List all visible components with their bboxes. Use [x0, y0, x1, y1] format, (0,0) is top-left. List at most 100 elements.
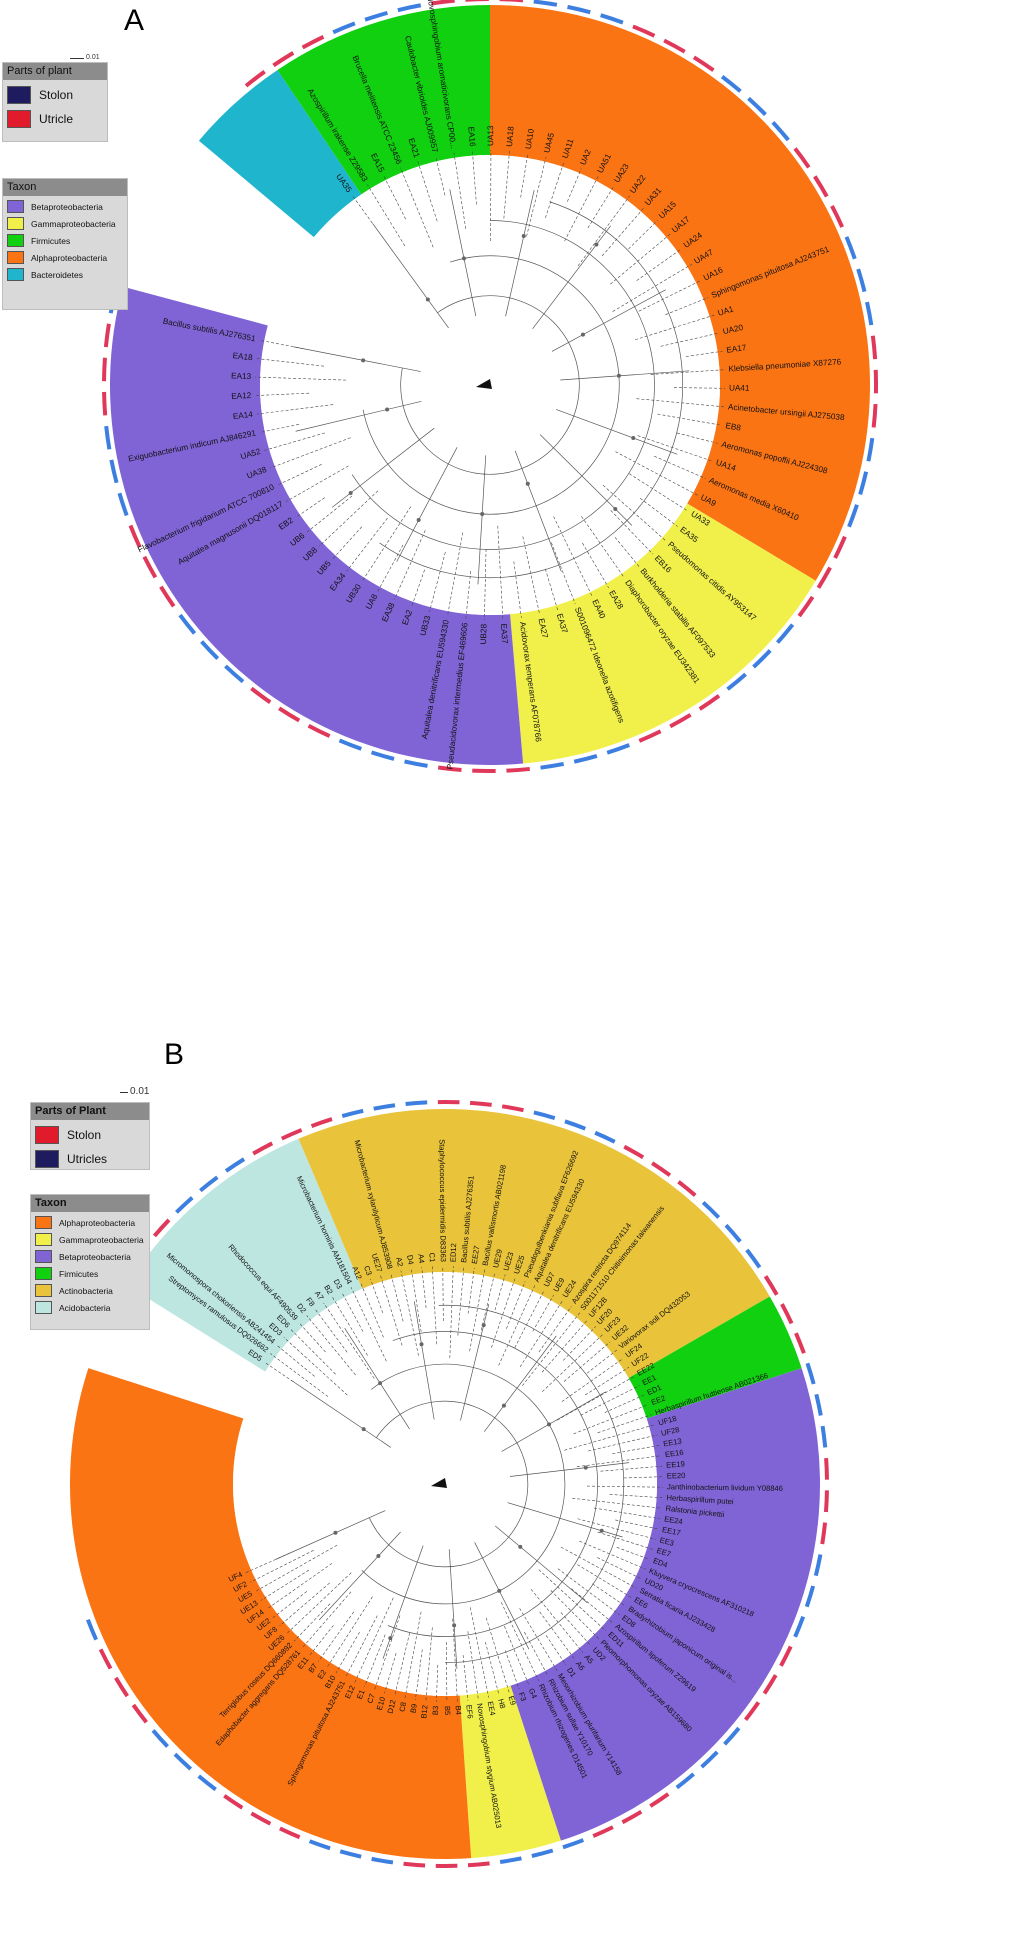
leaf-branch	[579, 1540, 646, 1570]
leaf-branch	[335, 1631, 360, 1673]
leaf-branch	[318, 1611, 355, 1662]
leaf-branch	[576, 1455, 662, 1468]
legend-item: Gammaproteobacteria	[7, 217, 123, 230]
leaf-branch	[410, 1268, 422, 1332]
panel-a-letter: A	[124, 4, 145, 37]
leaf-label: G4	[527, 1687, 539, 1700]
clade-firmicutes	[628, 1296, 802, 1419]
leaf-label: EE24	[664, 1514, 684, 1526]
legend-item: Betaproteobacteria	[7, 200, 123, 213]
ring-segment	[431, 0, 455, 6]
leaf-branch	[560, 1546, 637, 1589]
node-dot	[580, 332, 585, 337]
legend-item-utricles: Utricles	[35, 1150, 145, 1168]
ring-segment	[723, 1726, 741, 1746]
legend-item: Firmicutes	[35, 1267, 145, 1280]
ring-segment	[820, 1522, 828, 1545]
leaf-branch	[650, 369, 725, 375]
ring-segment	[279, 1826, 301, 1840]
ring-segment	[151, 1729, 169, 1748]
ring-segment	[173, 1752, 193, 1771]
node-dot	[419, 1342, 424, 1347]
leaf-label: D12	[386, 1699, 398, 1715]
leaf-branch	[417, 161, 438, 222]
ring-segment	[341, 1108, 364, 1119]
ring-segment	[663, 38, 686, 54]
leaf-label: A7	[313, 1289, 326, 1302]
ring-segment	[870, 335, 878, 360]
ring-segment	[562, 1838, 585, 1850]
ring-segment	[86, 1618, 98, 1641]
stolon-swatch	[35, 1126, 59, 1144]
leaf-branch	[657, 413, 722, 426]
ring-segment	[813, 1554, 823, 1577]
ring-segment	[816, 566, 832, 589]
leaf-branch	[467, 1631, 479, 1700]
ring-segment	[364, 10, 388, 22]
legend-item: Alphaproteobacteria	[7, 251, 123, 264]
gammaproteobacteria-swatch	[7, 217, 24, 230]
leaf-branch	[635, 314, 715, 341]
legend-label: Firmicutes	[59, 1268, 99, 1279]
tree-branch	[344, 1327, 410, 1430]
legend-label: Gammaproteobacteria	[31, 218, 116, 229]
ring-segment	[152, 1218, 171, 1238]
node-dot	[599, 1528, 604, 1533]
tree-branch	[560, 370, 690, 381]
leaf-branch	[431, 1266, 438, 1345]
leaf-branch	[462, 1655, 469, 1701]
leaf-label: B7	[307, 1662, 320, 1675]
clade-acidobacteria	[126, 1138, 363, 1372]
leaf-branch	[374, 1615, 401, 1691]
node-dot	[361, 358, 366, 363]
leaf-branch	[612, 264, 692, 312]
ring-segment	[814, 1393, 823, 1416]
ring-segment	[621, 1810, 643, 1825]
ring-segment	[856, 268, 867, 293]
leaf-label: Janthinobacterium lividum Y08846	[667, 1482, 783, 1493]
leaf-branch	[457, 1266, 465, 1336]
ring-segment	[698, 694, 721, 711]
leaf-label: E2	[316, 1668, 329, 1681]
scale-bar	[120, 1092, 128, 1093]
leaf-label: EE16	[664, 1448, 684, 1459]
ring-segment	[250, 1811, 272, 1826]
leaf-branch	[255, 392, 310, 396]
leaf-branch	[390, 1272, 404, 1322]
leaf-branch	[623, 1476, 663, 1479]
leaf-branch	[588, 1434, 658, 1452]
leaf-branch	[636, 248, 682, 281]
ring-segment	[102, 391, 108, 416]
node-dot	[481, 1323, 486, 1328]
tree-branch	[295, 400, 422, 432]
legend-label: Bacteroidetes	[31, 269, 83, 280]
ring-segment	[159, 585, 176, 608]
betaproteobacteria-swatch	[7, 200, 24, 213]
ring-segment	[701, 1200, 721, 1219]
taxon-legend-a: Taxon Betaproteobacteria Gammaproteobact…	[2, 178, 128, 310]
ring-segment	[370, 750, 395, 761]
ring-segment	[779, 1645, 793, 1667]
leaf-branch	[298, 1322, 326, 1353]
leaf-branch	[277, 464, 322, 486]
leaf-branch	[425, 1627, 433, 1702]
tree-branch-arc	[369, 1400, 529, 1568]
leaf-branch	[519, 1608, 558, 1672]
leaf-label: B9	[409, 1703, 419, 1713]
clade-alphaproteobacteria	[69, 1368, 472, 1859]
ring-segment	[280, 1128, 303, 1141]
leaf-label: Staphylococcus epidermidis D83363	[437, 1139, 447, 1262]
leaf-label: E10	[375, 1696, 387, 1711]
leaf-branch	[346, 517, 388, 572]
ring-segment	[726, 672, 747, 691]
leaf-branch	[628, 473, 689, 512]
node-dot	[378, 1381, 383, 1386]
ring-segment	[117, 492, 129, 517]
leaf-branch	[435, 156, 446, 196]
tree-branch	[396, 447, 458, 562]
clade-betaproteobacteria	[109, 286, 524, 765]
leaf-branch	[465, 570, 472, 619]
node-dot	[497, 1588, 502, 1593]
panel-b-letter: B	[164, 1038, 185, 1071]
leaf-label: D1	[565, 1666, 578, 1679]
